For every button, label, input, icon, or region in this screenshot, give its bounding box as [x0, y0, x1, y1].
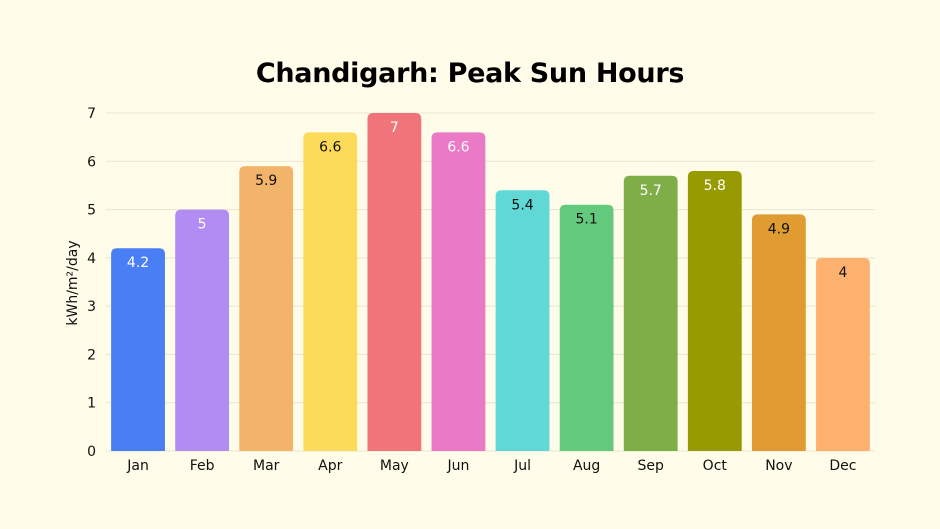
x-tick-label: Dec	[829, 458, 856, 474]
y-tick-label: 1	[87, 396, 96, 412]
data-label: 4.9	[768, 221, 790, 237]
data-label: 5.4	[511, 197, 533, 213]
x-tick-label: Aug	[573, 458, 600, 474]
bar	[559, 204, 614, 451]
y-tick-label: 0	[87, 444, 96, 460]
bar	[175, 209, 230, 451]
x-tick-label: Sep	[638, 458, 665, 474]
bar	[495, 190, 550, 451]
bar	[751, 214, 806, 451]
y-tick-label: 4	[87, 251, 96, 267]
data-label: 7	[390, 120, 399, 136]
data-label: 5.7	[640, 183, 662, 199]
bar	[239, 166, 294, 451]
data-label: 5	[198, 217, 207, 233]
data-label: 5.9	[255, 173, 277, 189]
x-tick-label: Nov	[765, 458, 792, 474]
data-label: 4	[838, 265, 847, 281]
bar	[367, 113, 422, 451]
x-tick-label: Feb	[190, 458, 215, 474]
bar	[111, 248, 165, 451]
data-label: 6.6	[319, 139, 341, 155]
y-tick-label: 6	[87, 154, 96, 170]
data-label: 4.2	[127, 255, 149, 271]
bar	[687, 170, 742, 451]
data-label: 5.8	[704, 178, 726, 194]
y-tick-label: 7	[87, 106, 96, 122]
bar	[623, 175, 678, 451]
x-tick-label: Mar	[253, 458, 280, 474]
y-tick-label: 5	[87, 203, 96, 219]
x-tick-label: Jan	[126, 458, 149, 474]
data-label: 5.1	[575, 212, 597, 228]
x-tick-label: May	[380, 458, 409, 474]
x-tick-label: Oct	[703, 458, 728, 474]
y-tick-label: 3	[87, 299, 96, 315]
data-label: 6.6	[447, 139, 469, 155]
chart-title: Chandigarh: Peak Sun Hours	[255, 58, 685, 89]
x-tick-label: Jun	[447, 458, 470, 474]
bar	[431, 132, 486, 452]
y-tick-label: 2	[87, 347, 96, 363]
bar	[303, 132, 358, 452]
bar	[816, 257, 870, 451]
x-tick-label: Apr	[318, 458, 342, 474]
x-tick-label: Jul	[513, 458, 531, 474]
